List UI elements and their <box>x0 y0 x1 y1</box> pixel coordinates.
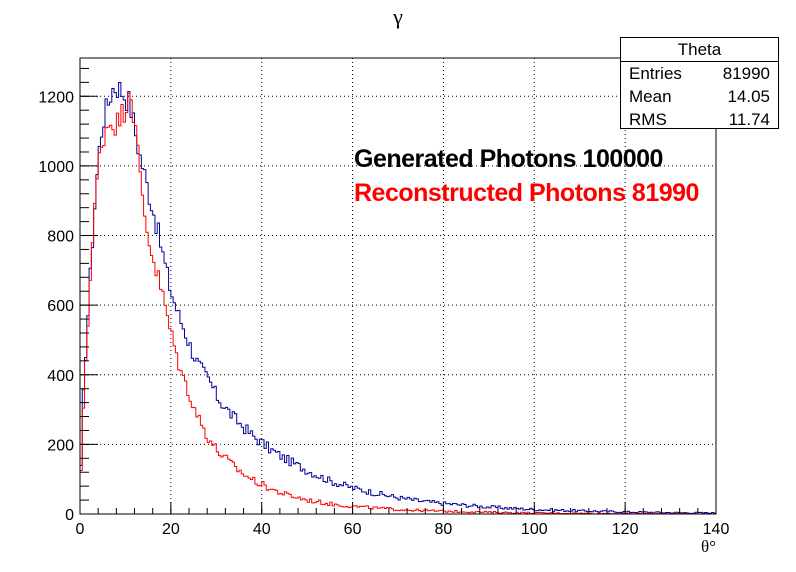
stats-row-entries: Entries 81990 <box>621 62 778 85</box>
stats-entries-value: 81990 <box>722 64 770 83</box>
y-tick-label: 600 <box>47 298 74 315</box>
stats-rms-value: 11.74 <box>728 110 770 129</box>
x-tick-label: 60 <box>344 521 362 538</box>
annotation-generated: Generated Photons 100000 <box>354 145 663 173</box>
stats-row-rms: RMS 11.74 <box>621 108 778 131</box>
x-tick-label: 100 <box>521 521 548 538</box>
x-tick-label: 40 <box>253 521 271 538</box>
stats-mean-label: Mean <box>629 87 672 106</box>
x-tick-label: 0 <box>76 521 85 538</box>
chart-title: γ <box>392 4 403 29</box>
x-tick-label: 140 <box>703 521 730 538</box>
y-tick-label: 200 <box>47 437 74 454</box>
series-0-line <box>79 81 717 515</box>
y-tick-label: 800 <box>47 229 74 246</box>
x-axis-label: θ° <box>701 537 716 556</box>
stats-row-mean: Mean 14.05 <box>621 85 778 108</box>
x-tick-label: 20 <box>162 521 180 538</box>
stats-entries-label: Entries <box>629 64 682 83</box>
axis-ticks: 0 20 40 60 80 100 120 140 0 200 400 600 800 1000 1200 <box>38 67 730 538</box>
stats-box: Theta Entries 81990 Mean 14.05 RMS 11.74 <box>620 37 779 129</box>
y-tick-label: 400 <box>47 368 74 385</box>
x-tick-label: 80 <box>435 521 453 538</box>
annotation-reconstructed: Reconstructed Photons 81990 <box>354 179 699 207</box>
y-tick-label: 1000 <box>38 159 74 176</box>
stats-rms-label: RMS <box>629 110 667 129</box>
y-tick-label: 1200 <box>38 89 74 106</box>
x-tick-label: 120 <box>612 521 639 538</box>
stats-title: Theta <box>621 38 778 62</box>
y-tick-label: 0 <box>65 507 74 524</box>
stats-mean-value: 14.05 <box>727 87 770 106</box>
plot-frame <box>79 57 717 515</box>
grid <box>80 58 716 514</box>
